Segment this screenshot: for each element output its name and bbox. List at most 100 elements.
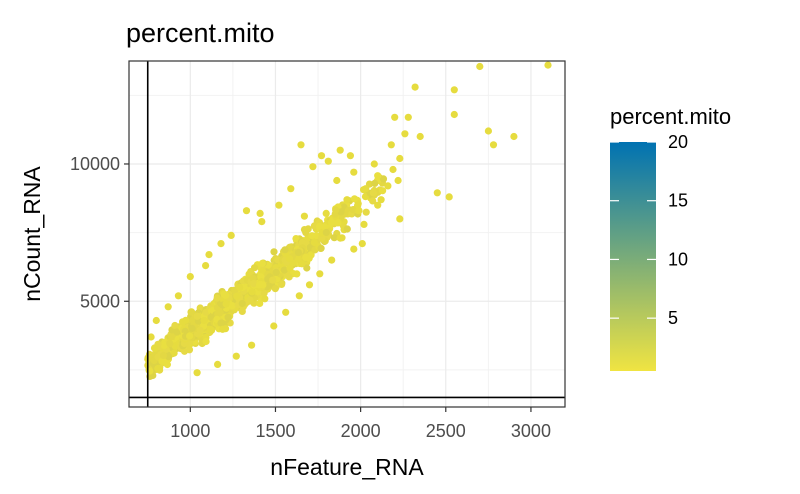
data-point — [489, 141, 498, 149]
data-point — [258, 267, 267, 275]
data-point — [224, 313, 232, 321]
y-tick-label: 10000 — [70, 154, 120, 174]
data-point — [317, 152, 326, 160]
data-point — [387, 141, 395, 149]
data-point — [416, 132, 424, 141]
data-point — [362, 208, 370, 216]
data-point — [300, 212, 308, 220]
data-point — [450, 110, 458, 119]
x-tick-label: 3000 — [511, 421, 551, 441]
data-point — [411, 83, 419, 91]
data-point — [298, 260, 306, 268]
data-point — [294, 248, 302, 257]
data-point — [258, 218, 266, 226]
data-point — [270, 248, 278, 256]
data-point — [246, 296, 254, 304]
data-point — [238, 299, 246, 308]
data-point — [360, 220, 368, 228]
data-point — [298, 239, 306, 247]
data-point — [205, 251, 213, 259]
data-point — [158, 357, 166, 365]
data-point — [249, 274, 257, 282]
data-point — [261, 295, 269, 303]
data-point — [322, 209, 330, 217]
data-point — [213, 294, 221, 302]
data-point — [242, 207, 251, 215]
data-point — [174, 292, 182, 300]
data-point — [260, 289, 268, 297]
data-point — [343, 225, 351, 233]
data-point — [173, 328, 181, 336]
data-point — [152, 316, 160, 325]
data-point — [286, 264, 294, 272]
data-point — [270, 322, 278, 330]
data-point — [258, 259, 266, 267]
data-point — [217, 319, 225, 327]
data-point — [328, 256, 336, 264]
y-axis-ticks: 5000 10000 — [70, 154, 129, 311]
chart-title: percent.mito — [126, 18, 275, 48]
data-point — [336, 234, 344, 242]
data-point — [350, 245, 358, 253]
data-point — [371, 179, 379, 187]
data-point — [219, 325, 227, 333]
data-point — [391, 113, 399, 121]
data-point — [322, 228, 330, 237]
data-point — [238, 307, 246, 315]
legend-title: percent.mito — [610, 104, 731, 129]
data-point — [170, 349, 178, 357]
data-point — [374, 201, 382, 209]
data-point — [281, 246, 289, 254]
data-point — [186, 332, 194, 340]
data-point — [355, 207, 363, 215]
data-point — [275, 201, 283, 209]
data-point — [476, 62, 484, 71]
data-point — [404, 113, 412, 121]
data-point — [310, 222, 318, 230]
data-point — [358, 240, 366, 248]
data-point — [324, 157, 332, 165]
data-point — [316, 270, 324, 278]
data-point — [334, 219, 342, 227]
data-point — [332, 206, 340, 214]
x-tick-label: 2000 — [341, 421, 381, 441]
data-point — [269, 276, 277, 284]
data-point — [164, 303, 172, 311]
data-point — [384, 182, 392, 190]
reference-lines — [129, 61, 565, 407]
data-point — [193, 369, 201, 377]
data-point — [396, 154, 404, 163]
data-point — [302, 229, 310, 237]
data-point — [292, 235, 300, 243]
data-point — [185, 346, 194, 354]
data-point — [394, 176, 402, 185]
data-point — [287, 185, 295, 193]
data-point — [222, 300, 230, 308]
data-point — [396, 215, 404, 223]
data-point — [510, 132, 518, 141]
data-point — [232, 352, 240, 360]
data-point — [544, 61, 552, 69]
data-point — [362, 185, 370, 193]
data-point — [302, 253, 310, 261]
data-point — [163, 360, 171, 369]
data-point — [233, 292, 241, 300]
data-point — [147, 333, 155, 341]
data-point — [294, 255, 302, 263]
colorbar-tick-label: 5 — [668, 308, 678, 328]
data-point — [303, 264, 311, 272]
data-point — [216, 309, 224, 317]
data-point — [256, 299, 264, 307]
data-point — [349, 206, 357, 214]
data-point — [401, 130, 409, 138]
data-point — [285, 273, 293, 281]
data-point — [278, 280, 286, 288]
data-point — [248, 341, 256, 349]
data-point — [214, 360, 222, 368]
data-point — [450, 86, 458, 94]
data-point — [182, 316, 190, 324]
data-point — [336, 146, 344, 154]
data-point — [236, 283, 244, 292]
x-axis-ticks: 1000 1500 2000 2500 3000 — [170, 407, 551, 441]
